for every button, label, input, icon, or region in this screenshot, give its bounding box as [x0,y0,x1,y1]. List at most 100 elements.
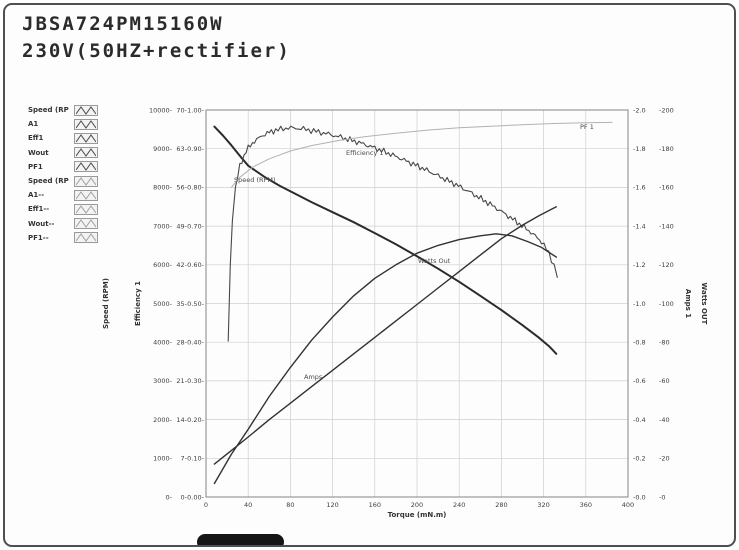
x-axis-title: Torque (mN.m) [388,511,447,519]
svg-text:Amps: Amps [304,373,323,381]
svg-text:5000-: 5000- [153,300,173,308]
grid-lines [205,109,629,498]
svg-text:-160: -160 [659,184,674,192]
legend-item-label: Wout [28,148,49,157]
voltage-spec: 230V(50HZ+rectifier) [22,40,291,62]
svg-text:14-: 14- [176,416,187,424]
legend-waveform-icon [74,189,98,201]
svg-text:0-: 0- [166,493,173,501]
svg-text:1.00-: 1.00- [187,106,204,114]
svg-text:240: 240 [453,501,465,509]
legend-waveform-icon [74,203,98,215]
header: JBSA724PM15160W 230V(50HZ+rectifier) [22,11,291,65]
svg-text:-1.8: -1.8 [633,145,646,153]
y-axis-title-amps: Amps 1 [684,289,692,318]
legend-item-7: A1-- [28,188,98,202]
series-pf-1 [230,121,613,188]
legend-waveform-icon [74,161,98,173]
legend-item-label: PF1-- [28,233,49,242]
svg-text:0-: 0- [181,493,188,501]
svg-text:-1.0: -1.0 [633,300,646,308]
svg-text:Speed (RPM): Speed (RPM) [234,176,276,184]
legend-waveform-icon [74,232,98,244]
legend-item-4: Wout [28,146,98,160]
svg-text:200: 200 [411,501,423,509]
y-axis-title-speed: Speed (RPM) [102,278,110,329]
legend-item-label: Speed (RP [28,106,69,115]
legend-item-label: Wout-- [28,219,55,228]
svg-text:6000-: 6000- [153,261,173,269]
svg-text:0.00-: 0.00- [187,493,204,501]
y-axis-title-watts: Watts OUT [700,283,708,325]
curve-labels: Speed (RPM) Efficiency 1 PF 1 Watts Out Amps [234,123,594,381]
legend-waveform-icon [74,132,98,144]
svg-text:8000-: 8000- [153,184,173,192]
svg-text:PF 1: PF 1 [580,123,594,131]
svg-text:28-: 28- [176,339,187,347]
legend-item-label: Eff1 [28,134,44,143]
svg-text:-1.2: -1.2 [633,261,646,269]
legend-item-1: Speed (RP [28,103,98,117]
svg-text:35-: 35- [176,300,187,308]
svg-text:21-: 21- [176,377,187,385]
svg-text:0.20-: 0.20- [187,416,204,424]
legend-item-9: Wout-- [28,217,98,231]
axis-tick-labels: 0-1000-2000-3000-4000-5000-6000-7000-800… [149,106,674,509]
model-number: JBSA724PM15160W [22,13,224,35]
y-axis-title-efficiency: Efficiency 1 [134,281,142,326]
svg-text:-0.2: -0.2 [633,455,646,463]
svg-text:9000-: 9000- [153,145,173,153]
svg-text:0.40-: 0.40- [187,339,204,347]
legend-waveform-icon [74,175,98,187]
svg-text:-0.0: -0.0 [633,493,646,501]
chart-legend: Speed (RP A1 Eff1 Wout PF1 Speed (RP A1-- Eff1-… [28,103,98,245]
svg-text:320: 320 [537,501,549,509]
svg-text:2000-: 2000- [153,416,173,424]
series-watts-out [213,233,557,485]
legend-waveform-icon [74,147,98,159]
svg-text:-0.8: -0.8 [633,339,646,347]
svg-text:3000-: 3000- [153,377,173,385]
svg-text:0.50-: 0.50- [187,300,204,308]
svg-text:0.90-: 0.90- [187,145,204,153]
legend-item-8: Eff1-- [28,202,98,216]
svg-text:360: 360 [580,501,592,509]
svg-text:0.10-: 0.10- [187,455,204,463]
series-speed-rpm- [213,125,558,355]
legend-item-10: PF1-- [28,231,98,245]
svg-text:-0: -0 [659,493,665,501]
svg-text:-40: -40 [659,416,670,424]
svg-text:-20: -20 [659,455,670,463]
data-series [213,121,613,485]
svg-text:Efficiency 1: Efficiency 1 [346,149,384,157]
legend-item-5: PF1 [28,160,98,174]
svg-text:120: 120 [326,501,338,509]
svg-text:7000-: 7000- [153,222,173,230]
svg-text:56-: 56- [176,184,187,192]
svg-text:40: 40 [244,501,252,509]
svg-text:0.80-: 0.80- [187,184,204,192]
svg-text:70-: 70- [176,106,187,114]
legend-item-label: Speed (RP [28,177,69,186]
svg-text:80: 80 [286,501,294,509]
svg-text:42-: 42- [176,261,187,269]
performance-chart: 0-1000-2000-3000-4000-5000-6000-7000-800… [102,106,708,519]
svg-text:-140: -140 [659,222,674,230]
svg-text:4000-: 4000- [153,339,173,347]
svg-text:63-: 63- [176,145,187,153]
svg-text:Watts Out: Watts Out [418,257,451,265]
svg-text:0.70-: 0.70- [187,222,204,230]
legend-item-label: A1-- [28,191,45,200]
legend-waveform-icon [74,104,98,116]
svg-text:49-: 49- [176,222,187,230]
svg-text:10000-: 10000- [149,106,173,114]
svg-text:-1.6: -1.6 [633,184,646,192]
svg-text:-0.6: -0.6 [633,377,646,385]
svg-text:-1.4: -1.4 [633,222,646,230]
bottom-redaction-bar [197,534,284,545]
legend-item-label: A1 [28,120,39,129]
plot-border [205,109,629,498]
svg-text:-180: -180 [659,145,674,153]
svg-text:400: 400 [622,501,634,509]
svg-text:-200: -200 [659,106,674,114]
